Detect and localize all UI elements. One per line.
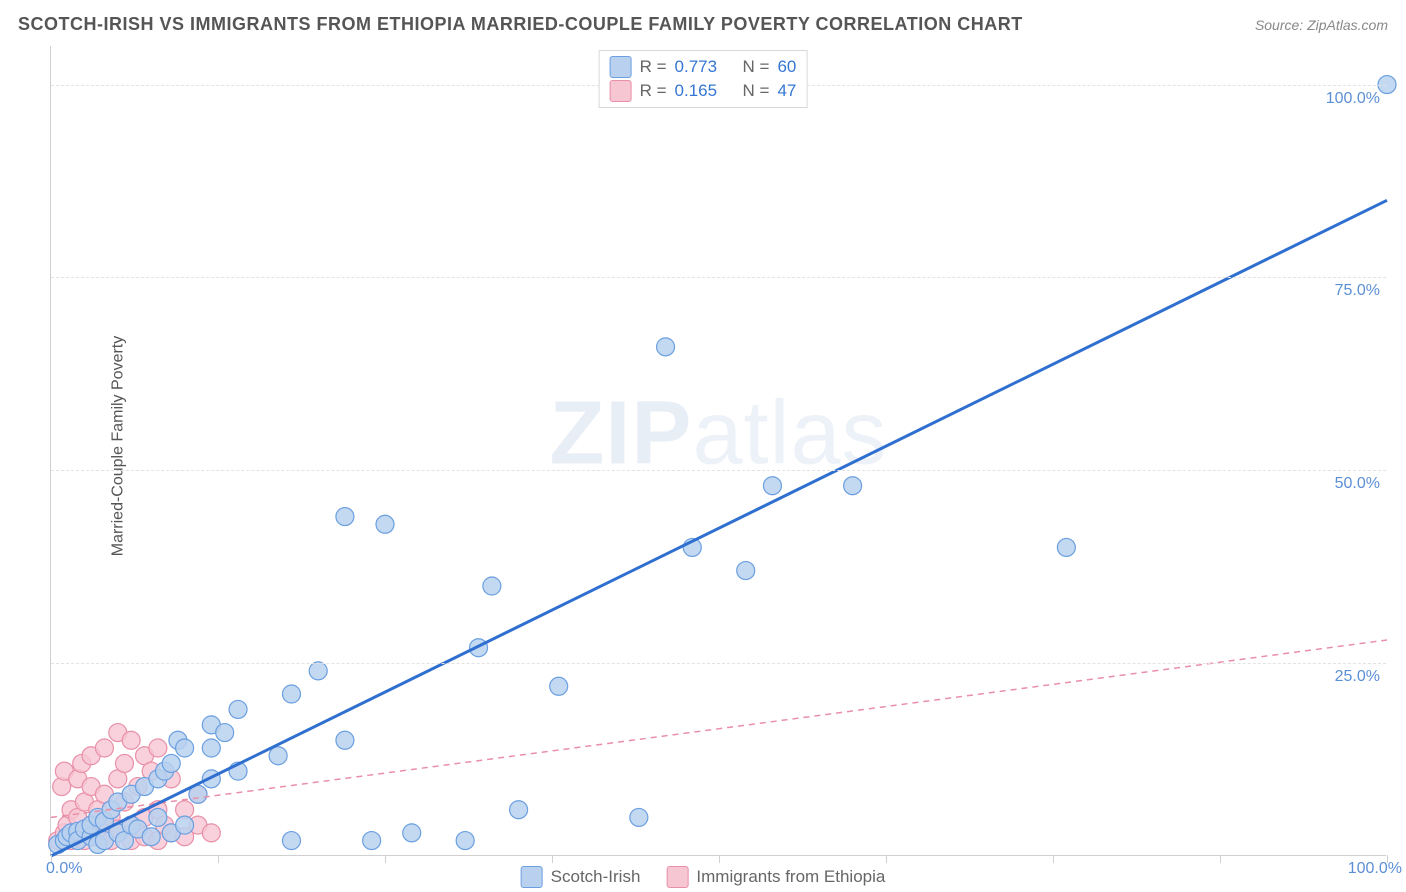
- correlation-legend: R = 0.773 N = 60 R = 0.165 N = 47: [599, 50, 808, 108]
- legend-n-label: N =: [743, 81, 770, 101]
- legend-label-1: Scotch-Irish: [551, 867, 641, 887]
- legend-n-label: N =: [743, 57, 770, 77]
- legend-swatch-series-1: [521, 866, 543, 888]
- legend-r-value-1: 0.773: [675, 57, 718, 77]
- y-tick-label: 25.0%: [1335, 668, 1380, 686]
- legend-item-1: Scotch-Irish: [521, 866, 641, 888]
- legend-r-value-2: 0.165: [675, 81, 718, 101]
- plot-area: ZIPatlas 25.0%50.0%75.0%100.0%: [50, 46, 1386, 856]
- y-tick-label: 75.0%: [1335, 282, 1380, 300]
- legend-label-2: Immigrants from Ethiopia: [696, 867, 885, 887]
- legend-row-series-2: R = 0.165 N = 47: [610, 79, 797, 103]
- x-end-label: 100.0%: [1348, 860, 1402, 878]
- legend-swatch-1: [610, 56, 632, 78]
- series-legend: Scotch-Irish Immigrants from Ethiopia: [521, 866, 886, 888]
- legend-n-value-1: 60: [777, 57, 796, 77]
- legend-row-series-1: R = 0.773 N = 60: [610, 55, 797, 79]
- y-tick-label: 100.0%: [1326, 90, 1380, 108]
- origin-label: 0.0%: [46, 860, 82, 878]
- legend-n-value-2: 47: [777, 81, 796, 101]
- scatter-svg: [51, 46, 1386, 855]
- legend-swatch-series-2: [666, 866, 688, 888]
- source-attribution: Source: ZipAtlas.com: [1255, 17, 1388, 33]
- chart-title: SCOTCH-IRISH VS IMMIGRANTS FROM ETHIOPIA…: [18, 14, 1023, 35]
- legend-swatch-2: [610, 80, 632, 102]
- y-tick-label: 50.0%: [1335, 475, 1380, 493]
- legend-r-label: R =: [640, 81, 667, 101]
- legend-item-2: Immigrants from Ethiopia: [666, 866, 885, 888]
- legend-r-label: R =: [640, 57, 667, 77]
